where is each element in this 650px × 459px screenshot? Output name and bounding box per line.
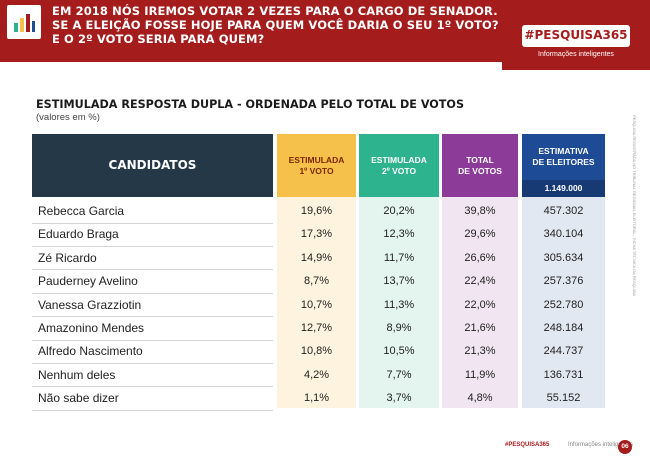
- table-row: Eduardo Braga 17,3% 12,3% 29,6% 340.104: [32, 223, 605, 247]
- estimate-value: 244.737: [543, 345, 584, 358]
- row-divider: [32, 362, 273, 364]
- candidate-name: Amazonino Mendes: [38, 321, 145, 335]
- header-candidates-label: CANDIDATOS: [108, 158, 197, 172]
- footer-brand: #PESQUISA365: [505, 442, 550, 448]
- header-estimate-line2: DE ELEITORES: [532, 157, 595, 167]
- header-est2: ESTIMULADA 2º VOTO: [359, 134, 439, 197]
- row-divider: [32, 386, 273, 388]
- estimate-value: 340.104: [543, 228, 584, 241]
- brand-pill: [522, 25, 630, 47]
- est2-value: 11,7%: [383, 251, 415, 264]
- est1-value: 12,7%: [300, 322, 333, 334]
- header-total-line2: DE VOTOS: [458, 165, 502, 176]
- question-line-3: E O 2º VOTO SERIA PARA QUEM?: [52, 32, 265, 46]
- header-candidates: CANDIDATOS: [32, 134, 273, 197]
- column-bg-est2: [359, 197, 439, 408]
- estimate-value: 457.302: [543, 205, 584, 217]
- candidate-name: Alfredo Nascimento: [38, 344, 143, 359]
- est2-value: 7,7%: [386, 368, 412, 381]
- header-est1: ESTIMULADA 1º VOTO: [277, 134, 356, 197]
- est1-value: 1,1%: [303, 392, 330, 405]
- total-value: 29,6%: [464, 228, 496, 241]
- table-row: Rebecca Garcia 19,6% 20,2% 39,8% 457.302: [32, 200, 605, 224]
- table-row: Zé Ricardo 14,9% 11,7% 26,6% 305.634: [32, 247, 605, 271]
- est1-value: 17,3%: [300, 228, 333, 241]
- table-row: Pauderney Avelino 8,7% 13,7% 22,4% 257.376: [32, 270, 605, 294]
- header-estimate-line1: ESTIMATIVA: [538, 146, 589, 156]
- side-legal-note: PESQUISA REGISTRADA NO TRIBUNAL REGIONAL…: [632, 115, 637, 297]
- header-total-line1: TOTAL: [466, 154, 494, 165]
- est2-value: 3,7%: [386, 392, 412, 405]
- header-est1-line1: ESTIMULADA: [288, 154, 345, 165]
- total-value: 22,0%: [464, 298, 496, 311]
- est2-value: 12,3%: [383, 228, 415, 241]
- header-est2-line2: 2º VOTO: [381, 165, 417, 176]
- footer-tagline: Informações inteligentes: [568, 442, 634, 448]
- total-value: 21,6%: [464, 322, 496, 334]
- column-bg-estimate: [522, 197, 605, 408]
- total-value: 4,8%: [467, 392, 493, 405]
- est1-value: 8,7%: [303, 275, 330, 288]
- row-divider: [32, 316, 273, 318]
- estimate-value: 257.376: [543, 275, 584, 288]
- bar-chart-icon: [7, 5, 41, 39]
- row-divider: [32, 245, 273, 247]
- est1-value: 10,7%: [300, 298, 333, 311]
- est2-value: 11,3%: [383, 298, 415, 311]
- est2-value: 10,5%: [383, 345, 415, 358]
- est1-value: 10,8%: [300, 345, 333, 358]
- table-row: Alfredo Nascimento 10,8% 10,5% 21,3% 244.737: [32, 340, 605, 364]
- header-estimate: ESTIMATIVA DE ELEITORES: [522, 134, 605, 180]
- table-row: Não sabe dizer 1,1% 3,7% 4,8% 55.152: [32, 387, 605, 411]
- table-subtitle: (valores em %): [36, 112, 100, 123]
- question-line-1: EM 2018 NÓS IREMOS VOTAR 2 VEZES PARA O …: [52, 4, 498, 18]
- estimate-value: 252.780: [543, 298, 584, 311]
- candidate-name: Pauderney Avelino: [38, 274, 138, 289]
- header-total: TOTAL DE VOTOS: [442, 134, 518, 197]
- est1-value: 14,9%: [300, 251, 333, 264]
- candidate-name: Zé Ricardo: [38, 250, 97, 265]
- column-bg-total: [442, 197, 518, 408]
- candidate-name: Eduardo Braga: [38, 227, 119, 242]
- table-title: ESTIMULADA RESPOSTA DUPLA - ORDENADA PEL…: [36, 98, 464, 111]
- question-line-2: SE A ELEIÇÃO FOSSE HOJE PARA QUEM VOCÊ D…: [52, 18, 499, 32]
- brand-tagline: Informações inteligentes: [538, 51, 614, 58]
- row-divider: [32, 339, 273, 341]
- est1-value: 19,6%: [300, 205, 333, 217]
- total-value: 26,6%: [464, 251, 496, 264]
- electorate-total-value: 1.149.000: [544, 183, 583, 193]
- est2-value: 8,9%: [386, 322, 412, 334]
- page-number-badge: 06: [618, 440, 632, 454]
- candidate-name: Rebecca Garcia: [38, 204, 125, 218]
- total-value: 11,9%: [464, 368, 496, 381]
- estimate-value: 136.731: [543, 368, 584, 381]
- header-est2-line1: ESTIMULADA: [371, 154, 427, 165]
- est1-value: 4,2%: [303, 368, 330, 381]
- total-value: 22,4%: [464, 275, 496, 288]
- candidate-name: Vanessa Grazziotin: [38, 297, 142, 312]
- brand-name: #PESQUISA365: [524, 28, 628, 42]
- total-value: 21,3%: [464, 345, 496, 358]
- header-question: EM 2018 NÓS IREMOS VOTAR 2 VEZES PARA O …: [52, 4, 499, 46]
- estimate-value: 55.152: [546, 392, 581, 405]
- row-divider: [32, 409, 273, 411]
- header-electorate-total: 1.149.000: [522, 180, 605, 197]
- total-value: 39,8%: [464, 205, 496, 217]
- candidate-name: Nenhum deles: [38, 367, 116, 382]
- column-bg-est1: [277, 197, 356, 408]
- table-row: Vanessa Grazziotin 10,7% 11,3% 22,0% 252.780: [32, 294, 605, 318]
- estimate-value: 248.184: [543, 322, 584, 334]
- row-divider: [32, 269, 273, 271]
- estimate-value: 305.634: [543, 251, 584, 264]
- row-divider: [32, 222, 273, 224]
- table-row: Amazonino Mendes 12,7% 8,9% 21,6% 248.184: [32, 317, 605, 341]
- est2-value: 20,2%: [383, 205, 415, 217]
- est2-value: 13,7%: [383, 275, 415, 288]
- candidate-name: Não sabe dizer: [38, 391, 119, 406]
- header-band: [0, 0, 502, 62]
- table-row: Nenhum deles 4,2% 7,7% 11,9% 136.731: [32, 364, 605, 388]
- header-est1-line2: 1º VOTO: [299, 165, 334, 176]
- row-divider: [32, 292, 273, 294]
